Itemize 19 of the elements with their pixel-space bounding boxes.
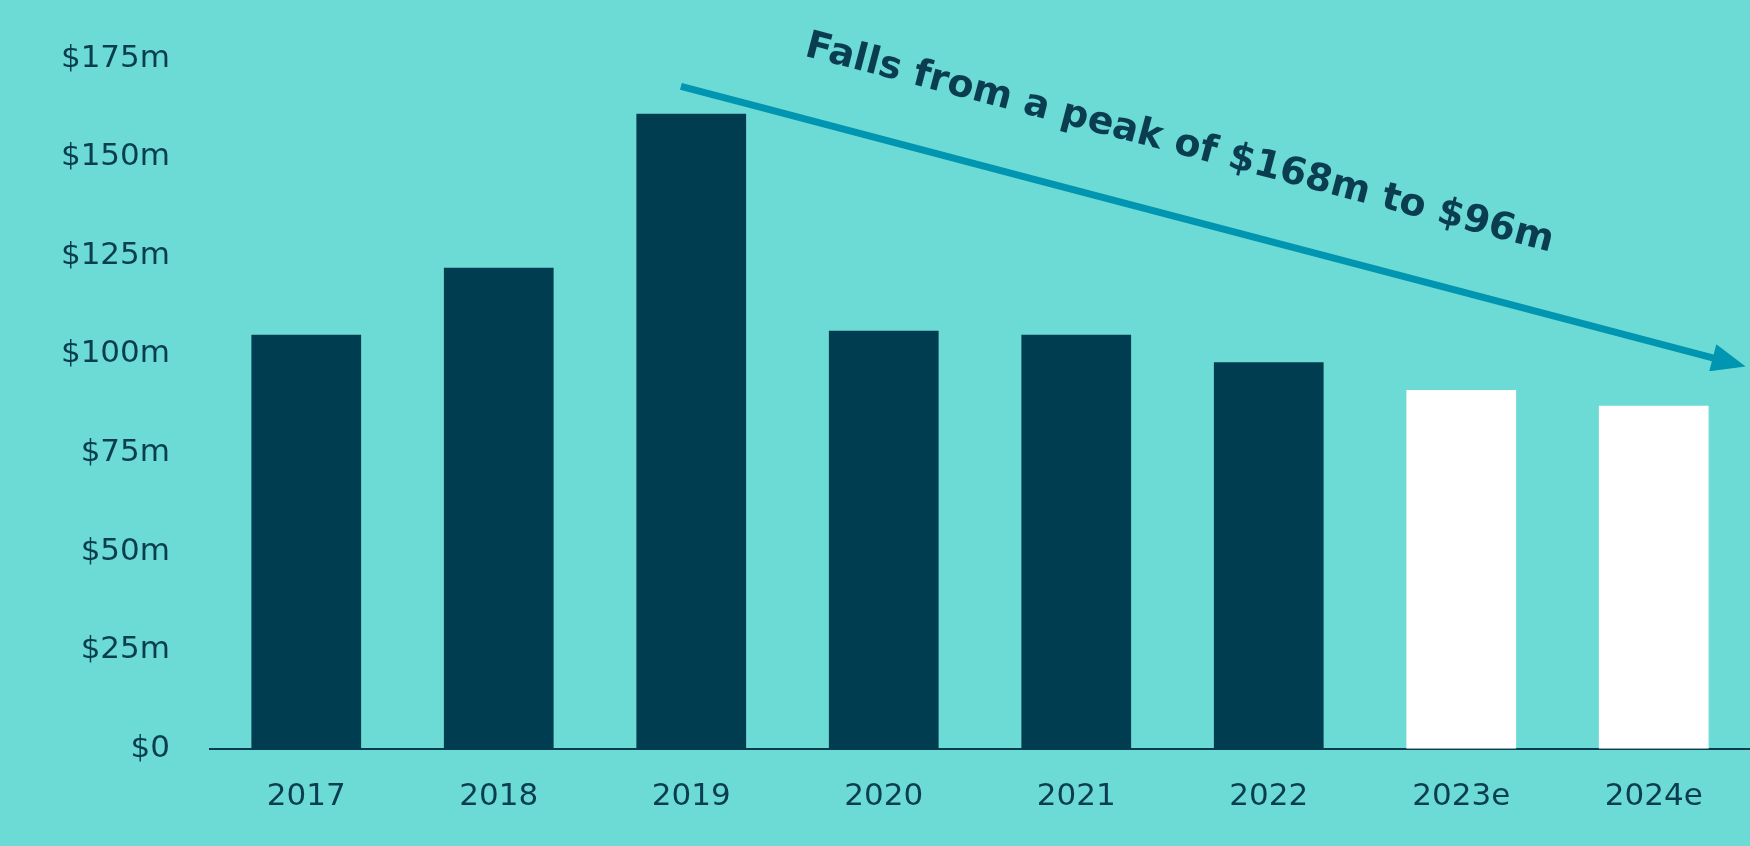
x-tick-label: 2018 [459, 776, 539, 813]
x-tick-label: 2024e [1604, 776, 1703, 813]
bar [1406, 389, 1517, 749]
y-tick-label: $25m [80, 629, 170, 666]
x-tick-label: 2019 [651, 776, 731, 813]
x-tick-label: 2020 [844, 776, 924, 813]
y-tick-label: $125m [60, 234, 170, 271]
y-tick-label: $100m [60, 333, 170, 370]
y-tick-label: $150m [60, 136, 170, 173]
y-tick-label: $75m [80, 432, 170, 469]
y-tick-label: $50m [80, 530, 170, 567]
x-tick-label: 2023e [1412, 776, 1511, 813]
x-tick-label: 2017 [266, 776, 346, 813]
y-tick-label: $175m [60, 37, 170, 74]
x-tick-label: 2021 [1036, 776, 1116, 813]
y-tick-label: $0 [130, 727, 170, 764]
annotation: Falls from a peak of $168m to $96m [801, 21, 1560, 261]
bar [1598, 405, 1709, 749]
x-tick-label: 2022 [1229, 776, 1309, 813]
